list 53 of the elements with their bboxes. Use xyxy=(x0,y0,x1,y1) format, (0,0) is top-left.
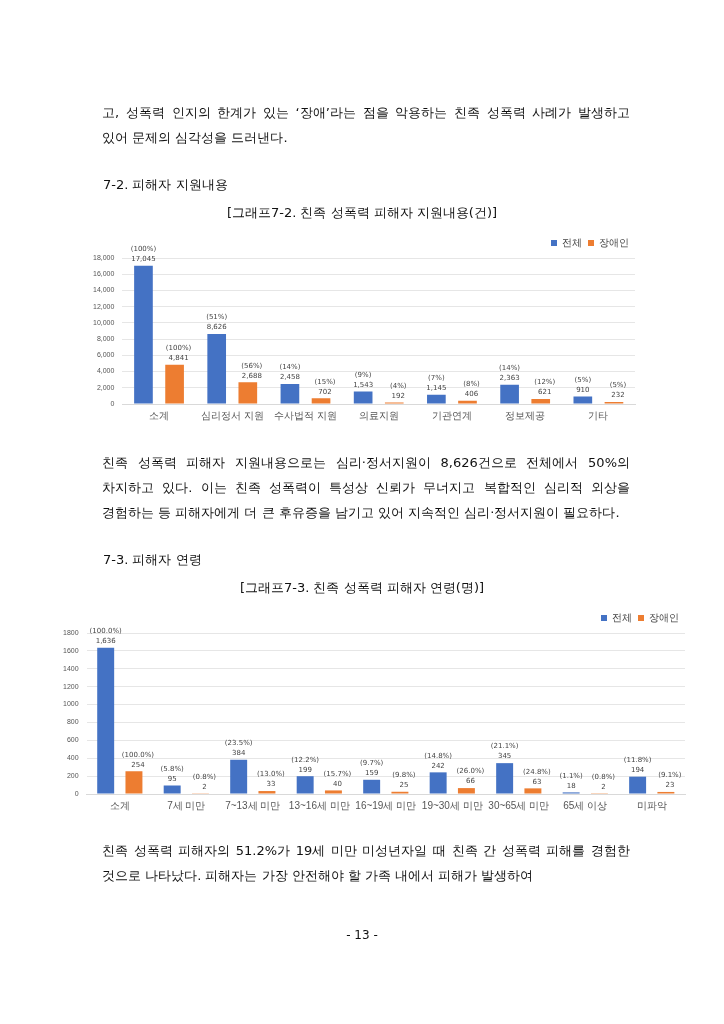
bar xyxy=(496,763,514,794)
x-tick-label: 7~13세 미만 xyxy=(225,799,281,811)
legend-label: 장애인 xyxy=(599,236,629,248)
chart-title: [그래프7-2. 친족 성폭력 피해자 지원내용(건)] xyxy=(225,204,499,222)
legend-label: 전체 xyxy=(562,236,582,248)
text: 고, 성폭력 인지의 한계가 있는 ‘장애’라는 점을 악용하는 친족 성폭력 사례가 발생하고 있어 문제의 심각성을 드러낸다. xyxy=(102,104,630,147)
bar xyxy=(311,398,331,404)
x-tick-label: 정보제공 xyxy=(505,409,546,421)
x-tick-label: 의료지원 xyxy=(358,409,399,421)
bar xyxy=(97,647,115,794)
x-tick-label: 30~65세 미만 xyxy=(488,799,550,811)
bar xyxy=(207,334,227,404)
x-tick-label: 기관연계 xyxy=(431,409,472,421)
bar xyxy=(238,382,258,404)
x-tick-label: 소계 xyxy=(149,409,170,421)
chart-subtitle: 7-3. 피해자 연령 xyxy=(103,551,203,569)
text: 친족 성폭력 피해자의 51.2%가 19세 미만 미성년자일 때 친족 간 성폭력 피해를 경험한 것으로 나타났다. 피해자는 가장 안전해야 할 가족 내에서 피해가 발생하여 xyxy=(102,842,630,885)
x-tick-label: 소계 xyxy=(109,799,130,811)
bar xyxy=(427,394,446,404)
bar xyxy=(125,771,143,794)
bar xyxy=(524,788,542,794)
bar xyxy=(163,785,181,794)
chart-title: [그래프7-3. 친족 성폭력 피해자 연령(명)] xyxy=(238,579,486,597)
x-tick-label: 13~16세 미만 xyxy=(288,799,350,811)
x-tick-label: 65세 이상 xyxy=(563,799,608,811)
bar xyxy=(134,265,153,404)
x-tick-label: 19~30세 미만 xyxy=(421,799,483,811)
bar xyxy=(531,398,551,404)
bar xyxy=(629,776,647,794)
text: - 13 - xyxy=(345,928,379,942)
legend-label: 전체 xyxy=(612,611,632,623)
bar xyxy=(457,788,475,794)
bar xyxy=(258,791,276,794)
bar xyxy=(280,384,300,404)
bar xyxy=(296,776,314,794)
bar xyxy=(165,364,184,404)
legend-label: 장애인 xyxy=(649,611,679,623)
x-tick-label: 미파악 xyxy=(636,799,667,811)
bar xyxy=(573,396,593,404)
bar xyxy=(429,772,447,794)
x-tick-label: 수사법적 지원 xyxy=(274,409,337,421)
bar xyxy=(500,384,519,404)
x-tick-label: 심리정서 지원 xyxy=(200,409,264,421)
x-tick-label: 기타 xyxy=(588,409,609,421)
x-tick-label: 7세 미만 xyxy=(167,799,206,811)
bar xyxy=(230,759,248,794)
x-tick-label: 16~19세 미만 xyxy=(355,799,417,811)
bar xyxy=(324,790,342,794)
chart-subtitle: 7-2. 피해자 지원내용 xyxy=(103,176,229,194)
bar xyxy=(458,400,477,404)
bar xyxy=(353,391,373,404)
bar xyxy=(363,779,381,794)
text: 친족 성폭력 피해자 지원내용으로는 심리·정서지원이 8,626건으로 전체에서 50%의 차지하고 있다. 이는 친족 성폭력이 특성상 신뢰가 무너지고 복합적인 심리적 외상을 경험하는 등 피해자에게 더 큰 후유증을 남기고 있어 지속적인 심리·정서지원이 필요하다. xyxy=(102,454,630,522)
